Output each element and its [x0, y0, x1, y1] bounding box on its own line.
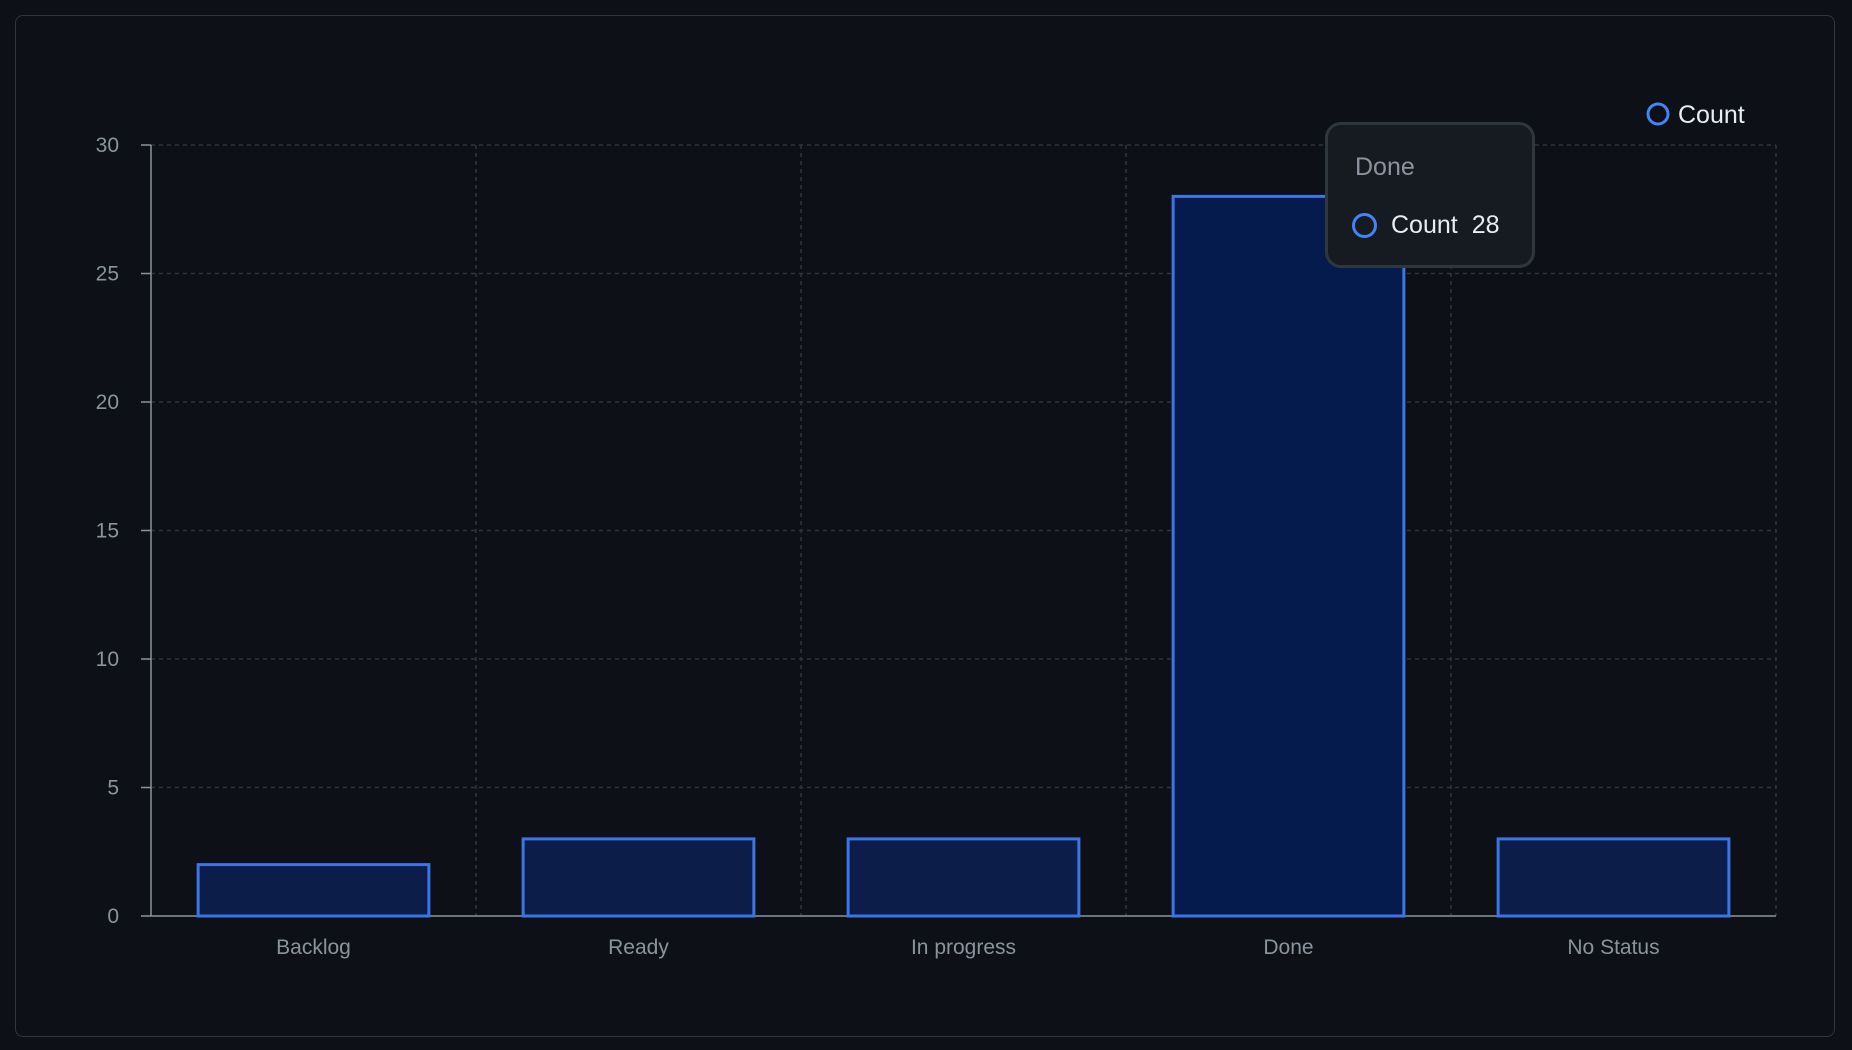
y-tick-label: 20 — [96, 391, 119, 414]
tick-labels: 0 5 10 15 20 25 30 Backlog Ready In progress Done N… — [96, 134, 1660, 959]
y-tick-label: 10 — [96, 648, 119, 671]
legend-label: Count — [1678, 101, 1745, 129]
x-tick-label: Done — [1263, 936, 1313, 959]
tooltip-value: 28 — [1471, 211, 1500, 239]
bar-backlog[interactable] — [196, 863, 431, 918]
y-tick-label: 5 — [107, 777, 119, 800]
bars[interactable] — [196, 194, 1731, 918]
tooltip-row: Count 28 — [1352, 211, 1500, 240]
bar-in-progress[interactable] — [846, 837, 1081, 918]
y-tick-label: 15 — [96, 520, 119, 543]
y-tick-label: 25 — [96, 263, 119, 286]
y-tick-label: 0 — [107, 905, 119, 928]
bar-ready[interactable] — [521, 837, 756, 918]
bar-no-status[interactable] — [1496, 837, 1731, 918]
legend[interactable]: Count — [1646, 101, 1745, 129]
tooltip-swatch-icon — [1352, 213, 1377, 238]
tooltip-title: Done — [1355, 153, 1415, 181]
x-tick-label: Backlog — [276, 936, 351, 959]
bar-done[interactable] — [1171, 194, 1406, 918]
y-tick-label: 30 — [96, 134, 119, 157]
x-tick-label: No Status — [1567, 936, 1659, 959]
x-tick-label: In progress — [911, 936, 1016, 959]
x-tick-label: Ready — [608, 936, 669, 959]
legend-swatch-icon — [1646, 102, 1670, 126]
tooltip-series-label: Count — [1391, 211, 1458, 239]
tooltip: Done Count 28 — [1325, 122, 1535, 268]
